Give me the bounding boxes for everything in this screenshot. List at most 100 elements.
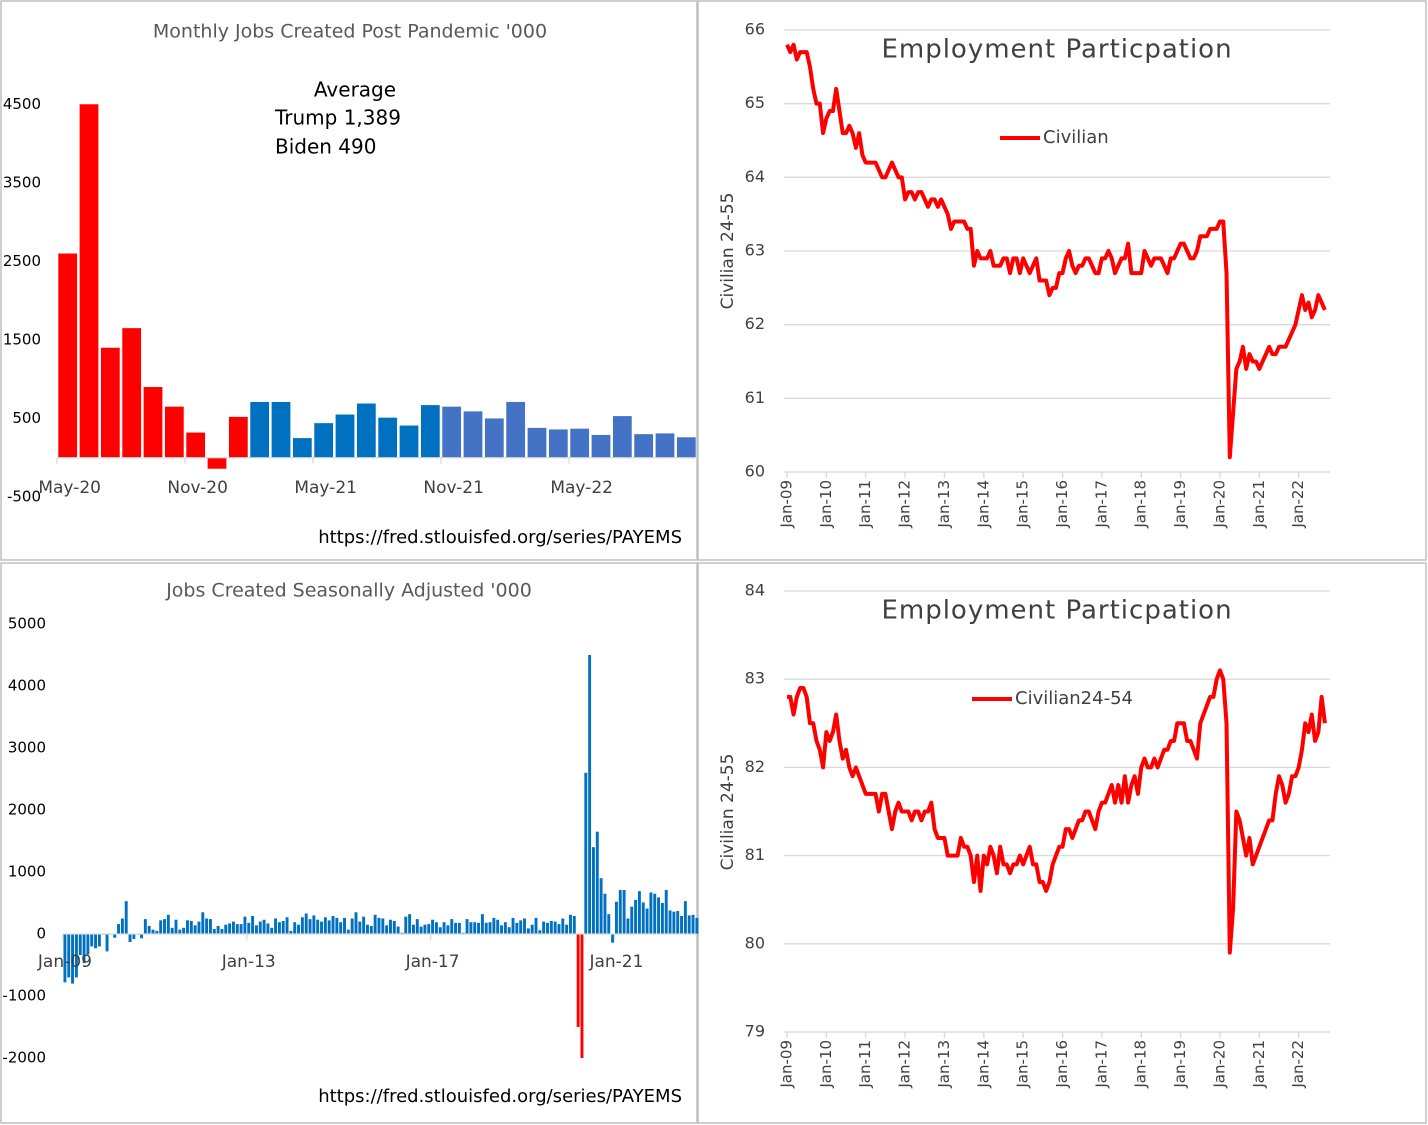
bar [362, 916, 366, 934]
bar [117, 924, 120, 934]
bar [224, 924, 228, 934]
x-tick-label: Jan-14 [974, 480, 992, 529]
bar [212, 929, 216, 934]
bar [584, 772, 588, 934]
bar [572, 916, 576, 934]
bar [312, 915, 316, 934]
x-tick-label: Jan-21 [1250, 1040, 1268, 1089]
bar [565, 924, 569, 934]
bar [71, 934, 75, 984]
bar [492, 917, 496, 934]
bar [250, 401, 270, 458]
panel-frame [0, 562, 698, 1124]
bar [434, 922, 438, 934]
bar [346, 929, 350, 934]
y-tick-label: 65 [745, 93, 765, 112]
bar [235, 924, 239, 934]
x-tick-label: Jan-18 [1132, 480, 1150, 529]
bar [205, 918, 209, 934]
bar [404, 916, 408, 934]
y-tick-label: 82 [745, 757, 765, 776]
y-tick-label: 1000 [8, 863, 46, 881]
bar [389, 919, 392, 934]
bar [515, 922, 519, 934]
bar [691, 914, 695, 934]
bar [369, 925, 373, 934]
bar [356, 403, 376, 458]
x-tick-label: Jan-09 [778, 1040, 796, 1089]
x-tick-label: Jan-09 [778, 480, 796, 529]
bar [105, 934, 109, 952]
bar [442, 922, 446, 934]
bar [320, 921, 323, 934]
bar [350, 918, 354, 934]
bar [542, 921, 546, 934]
y-tick-label: 0 [36, 925, 46, 943]
bar [420, 405, 440, 458]
bar [641, 902, 645, 934]
bar [557, 924, 561, 934]
bar [423, 924, 427, 934]
bar [78, 934, 82, 956]
x-tick-label: Jan-11 [856, 480, 874, 529]
bar [588, 655, 592, 934]
bar [614, 901, 618, 934]
bar [630, 906, 634, 934]
bar [247, 922, 251, 934]
x-tick-label: Jan-19 [1171, 480, 1189, 529]
bar [239, 924, 243, 934]
bar [438, 927, 442, 934]
bar [316, 919, 320, 934]
bar [465, 919, 469, 934]
bar [243, 916, 247, 934]
bar [607, 914, 611, 934]
bar [569, 914, 572, 934]
bar [488, 922, 492, 934]
bar [335, 917, 339, 934]
x-tick-label: Jan-22 [1289, 480, 1307, 529]
bar [668, 910, 672, 934]
y-tick-label: 63 [745, 241, 765, 260]
x-tick-label: Jan-13 [935, 1040, 953, 1089]
bar [534, 917, 538, 934]
bar [427, 924, 431, 934]
bar [197, 921, 201, 934]
x-tick-label: Jan-14 [974, 1040, 992, 1089]
bar [381, 918, 385, 934]
bar [113, 934, 117, 938]
y-tick-label: 64 [745, 167, 765, 186]
bar [377, 917, 381, 934]
bar [358, 921, 362, 934]
bar [599, 878, 603, 934]
bar [392, 920, 396, 934]
x-tick-label: Jan-17 [405, 952, 460, 972]
bar [166, 914, 170, 934]
bar [378, 417, 398, 458]
x-tick-label: Jan-20 [1210, 480, 1228, 529]
bar [366, 924, 369, 934]
bar [254, 925, 258, 934]
bar [266, 923, 270, 934]
annotation: Average [314, 78, 396, 102]
annotation: Trump 1,389 [274, 106, 401, 130]
bar [454, 922, 458, 934]
bar [399, 425, 419, 458]
x-tick-label: Jan-22 [1289, 1040, 1307, 1089]
bar [549, 920, 553, 934]
y-tick-label: 80 [745, 933, 765, 952]
bar [74, 934, 78, 978]
bar [683, 901, 687, 934]
y-tick-label: 62 [745, 314, 765, 333]
bar [178, 929, 182, 934]
bar [396, 926, 400, 934]
x-tick-label: Jan-18 [1132, 1040, 1150, 1089]
bar [216, 925, 220, 934]
bar [548, 429, 568, 458]
y-tick-label: 1500 [3, 330, 41, 348]
panel-frame [0, 0, 698, 561]
bar [164, 406, 184, 458]
bar [511, 917, 515, 934]
chart-title: Employment Particpation [881, 596, 1232, 626]
bar [285, 917, 289, 934]
y-tick-label: 66 [745, 20, 765, 39]
